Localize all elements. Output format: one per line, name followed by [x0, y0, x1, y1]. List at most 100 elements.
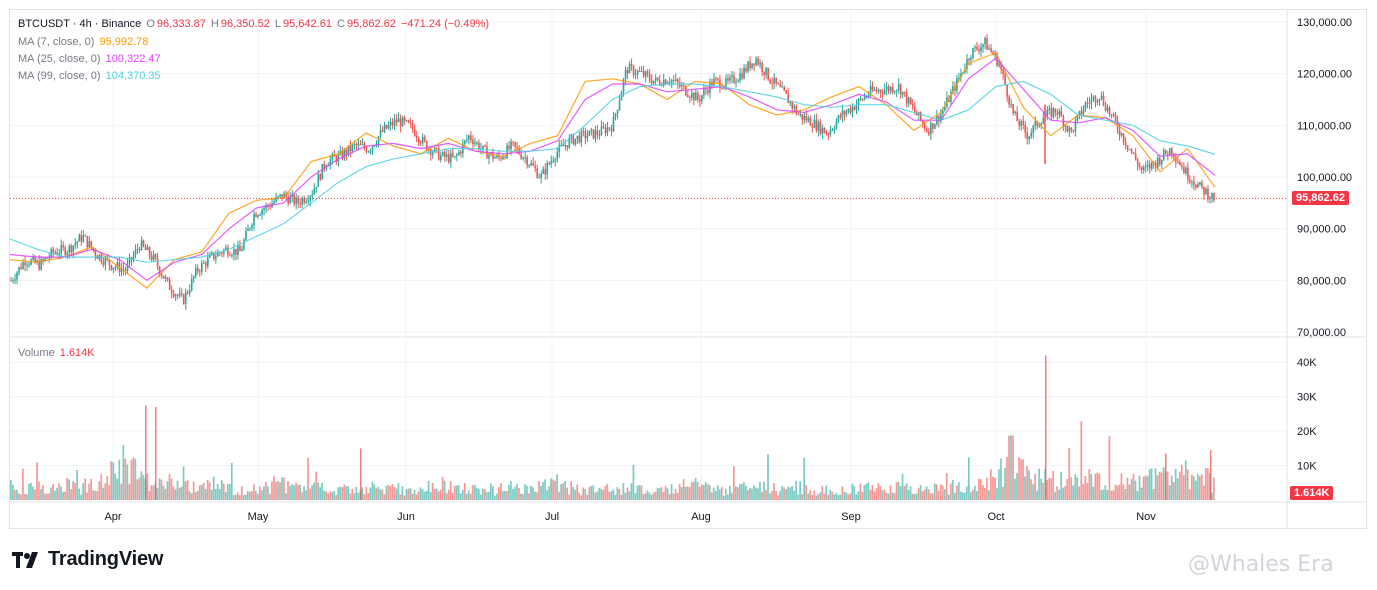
volume-bars: [10, 355, 1215, 500]
volume-bar: [421, 489, 424, 500]
volume-bar: [528, 493, 530, 500]
volume-bar: [694, 477, 697, 500]
candle-body: [799, 113, 802, 115]
ma7-legend[interactable]: MA (7, close, 0) 95,992.78: [18, 36, 150, 48]
candle-body: [582, 131, 585, 133]
volume-bar: [642, 493, 645, 500]
ma99-legend[interactable]: MA (99, close, 0) 104,370.35: [18, 70, 163, 82]
volume-bar: [351, 488, 354, 500]
volume-bar: [1008, 435, 1010, 500]
volume-bar: [1006, 456, 1008, 500]
volume-bar: [429, 492, 432, 500]
candle-body: [990, 48, 992, 52]
candle-body: [703, 89, 705, 96]
tradingview-logo[interactable]: TradingView: [12, 548, 163, 571]
symbol-title[interactable]: BTCUSDT · 4h · Binance: [18, 18, 142, 30]
volume-bar: [343, 484, 346, 500]
volume-axis[interactable]: 40K 30K 20K 10K: [1297, 357, 1317, 472]
volume-bar: [387, 484, 390, 500]
candle-body: [1092, 96, 1095, 99]
candle-body: [385, 124, 388, 129]
ohlc-legend: BTCUSDT · 4h · Binance O 96,333.87 H 96,35…: [18, 18, 491, 30]
candle-body: [540, 173, 543, 178]
volume-bar: [82, 483, 85, 500]
candle-body: [672, 80, 675, 82]
volume-bar: [1174, 469, 1177, 500]
candle-body: [303, 198, 306, 203]
volume-bar: [60, 486, 62, 500]
candle-body: [628, 64, 631, 74]
candle-body: [454, 156, 456, 158]
candle-body: [644, 71, 647, 77]
volume-bar: [232, 494, 235, 500]
volume-bar: [413, 489, 416, 500]
volume-bar: [158, 478, 161, 500]
ma25-label: MA (25, close, 0): [18, 53, 101, 65]
candle-body: [745, 67, 747, 72]
volume-bar: [210, 489, 213, 500]
candle-body: [331, 154, 334, 160]
volume-bar: [489, 483, 492, 500]
volume-bar: [604, 485, 607, 500]
candle-body: [351, 144, 354, 152]
candle-body: [297, 197, 299, 204]
volume-bar: [253, 484, 255, 500]
candle-body: [853, 106, 856, 110]
candle-body: [767, 67, 769, 80]
candle-body: [695, 92, 697, 101]
volume-bar: [761, 491, 763, 500]
candle-body: [365, 148, 368, 153]
candle-body: [132, 255, 135, 260]
candle-body: [20, 266, 22, 269]
candle-body: [586, 135, 589, 139]
volume-bar: [124, 458, 127, 500]
time-tick-label: Apr: [104, 511, 121, 523]
candle-body: [383, 124, 386, 132]
candle-body: [68, 245, 71, 253]
candle-body: [504, 157, 506, 159]
price-axis[interactable]: 130,000.00 120,000.00 110,000.00 100,000.00…: [1297, 17, 1352, 339]
candle-body: [94, 250, 97, 256]
candle-body: [938, 115, 940, 122]
ma25-legend[interactable]: MA (25, close, 0) 100,322.47: [18, 53, 163, 65]
volume-bar: [680, 487, 683, 500]
volume-bar: [540, 485, 542, 500]
volume-bar: [656, 488, 659, 500]
volume-bar: [70, 489, 72, 500]
candle-body: [62, 245, 65, 248]
candle-body: [934, 124, 936, 129]
candle-body: [1060, 110, 1063, 117]
tradingview-logo-icon: [12, 551, 38, 568]
volume-bar: [976, 491, 978, 500]
volume-bar: [596, 491, 599, 500]
volume-bar: [865, 483, 868, 500]
volume-bar: [789, 487, 791, 500]
volume-bar: [26, 494, 28, 500]
time-axis[interactable]: Apr May Jun Jul Aug Sep Oct Nov: [104, 511, 1156, 523]
volume-bar: [435, 488, 438, 500]
volume-bar: [624, 492, 627, 500]
volume-bar: [534, 491, 536, 500]
candle-body: [811, 125, 814, 128]
candle-body: [1098, 98, 1101, 101]
candle-body: [921, 120, 924, 124]
volume-bar: [130, 459, 133, 500]
volume-bar: [974, 485, 976, 500]
candle-body: [1193, 181, 1195, 185]
time-tick-label: Aug: [691, 511, 711, 523]
candle-body: [1090, 98, 1093, 104]
volume-bar: [443, 480, 446, 500]
volume-legend[interactable]: Volume 1.614K: [18, 347, 97, 359]
chart-frame[interactable]: [9, 9, 1367, 529]
candle-body: [90, 241, 93, 248]
volume-bar: [118, 459, 121, 500]
volume-bar: [277, 481, 279, 500]
volume-bar: [1198, 476, 1201, 500]
volume-bar: [483, 489, 486, 500]
volume-bar: [263, 486, 265, 500]
candle-body: [735, 81, 737, 83]
volume-bar: [257, 493, 259, 500]
volume-bar: [847, 494, 850, 500]
candle-body: [470, 135, 472, 140]
